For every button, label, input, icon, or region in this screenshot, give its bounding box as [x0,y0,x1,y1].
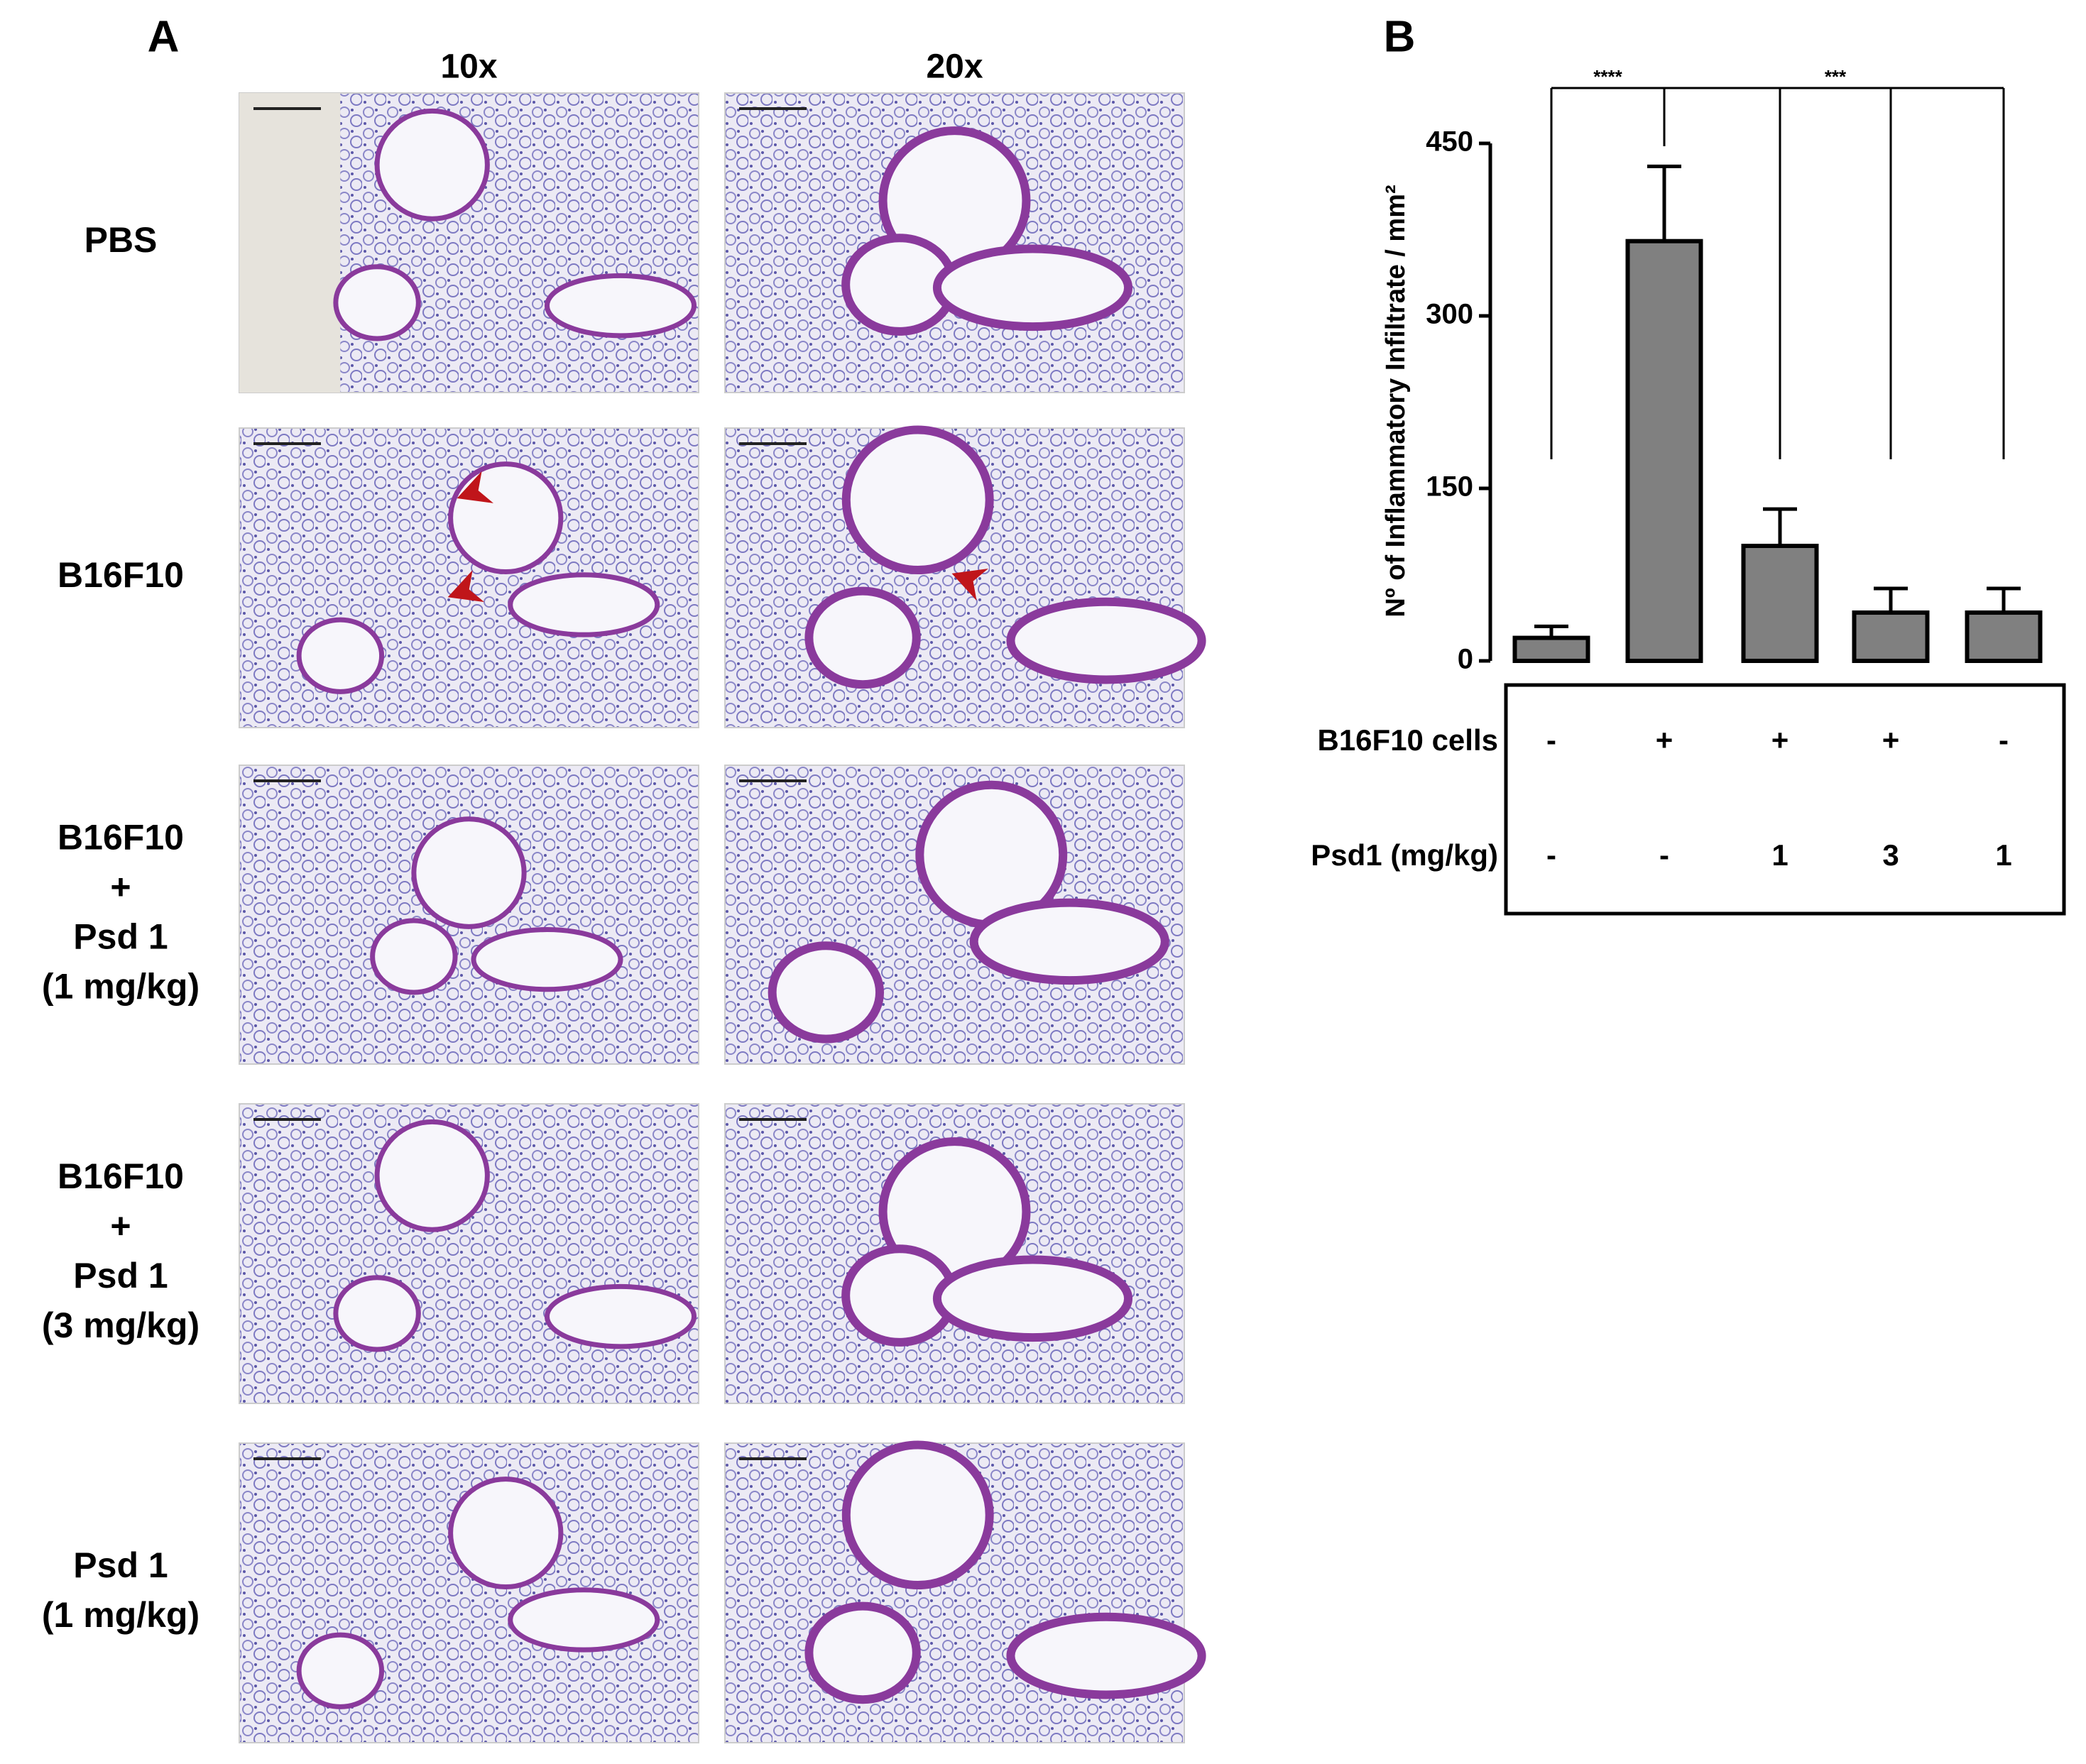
panel-label: A [148,12,180,61]
micrograph-background [239,93,341,393]
y-tick-label: 300 [1426,299,1473,330]
y-tick-label: 150 [1426,471,1473,503]
airway [411,816,527,929]
row-label: (1 mg/kg) [42,1595,200,1635]
airway [1006,1612,1206,1699]
row-label: (3 mg/kg) [42,1305,200,1345]
table-cell: 3 [1882,838,1899,872]
row-label: + [110,1206,131,1246]
bar [1512,635,1590,663]
table-cell: + [1656,723,1673,757]
airway [333,264,421,341]
row-label: Psd 1 [73,917,168,957]
airway [370,918,458,995]
arrowhead [447,569,485,603]
airway [508,1587,660,1653]
airway [544,1283,697,1349]
airway [374,108,490,221]
airway [471,927,623,992]
row-label: Psd 1 [73,1256,168,1295]
airway [932,1255,1133,1342]
table-row-label: Psd1 (mg/kg) [1311,838,1498,872]
row-label: + [110,867,131,907]
airway [969,898,1169,985]
airway [374,1119,490,1232]
airway [296,617,385,694]
airway [333,1275,421,1352]
airway [296,1632,385,1709]
micrograph [239,1103,699,1404]
airway [448,1477,564,1590]
row-label: B16F10 [58,555,184,595]
airway [508,572,660,637]
table-cell: - [1546,838,1556,872]
arrowhead [457,471,494,503]
airway [932,244,1133,332]
column-label: 10x [440,48,497,86]
table-cell: 1 [1995,838,2011,872]
row-label: B16F10 [58,1156,184,1196]
panel-label: B [1384,12,1416,61]
y-axis-label: Nº of Inflammatory Infiltrate / mm² [1381,185,1411,617]
airway [544,273,697,339]
airway [768,941,885,1043]
table-cell: + [1771,723,1789,757]
airway [841,425,994,575]
bar [1625,239,1703,663]
bar [1741,544,1819,663]
arrowhead [951,569,988,601]
y-tick-label: 0 [1458,644,1473,675]
airway [804,1601,921,1704]
airway [1006,597,1206,684]
table-cell: 1 [1771,838,1788,872]
table-frame [1504,683,2066,916]
micrograph [239,1442,699,1743]
row-label: PBS [84,220,158,260]
table-cell: - [1999,723,2009,757]
table-cell: - [1659,838,1669,872]
column-label: 20x [926,48,983,86]
table-row-label: B16F10 cells [1317,723,1498,757]
bar [1852,610,1930,664]
row-label: (1 mg/kg) [42,967,200,1007]
airway [804,586,921,689]
bar [1965,610,2043,664]
significance-label: *** [1825,66,1847,87]
row-label: B16F10 [58,818,184,858]
significance-label: **** [1593,66,1622,87]
airway [841,1440,994,1590]
y-tick-label: 450 [1426,126,1473,158]
airway [448,461,564,575]
row-label: Psd 1 [73,1545,168,1585]
table-cell: - [1546,723,1556,757]
table-cell: + [1882,723,1900,757]
